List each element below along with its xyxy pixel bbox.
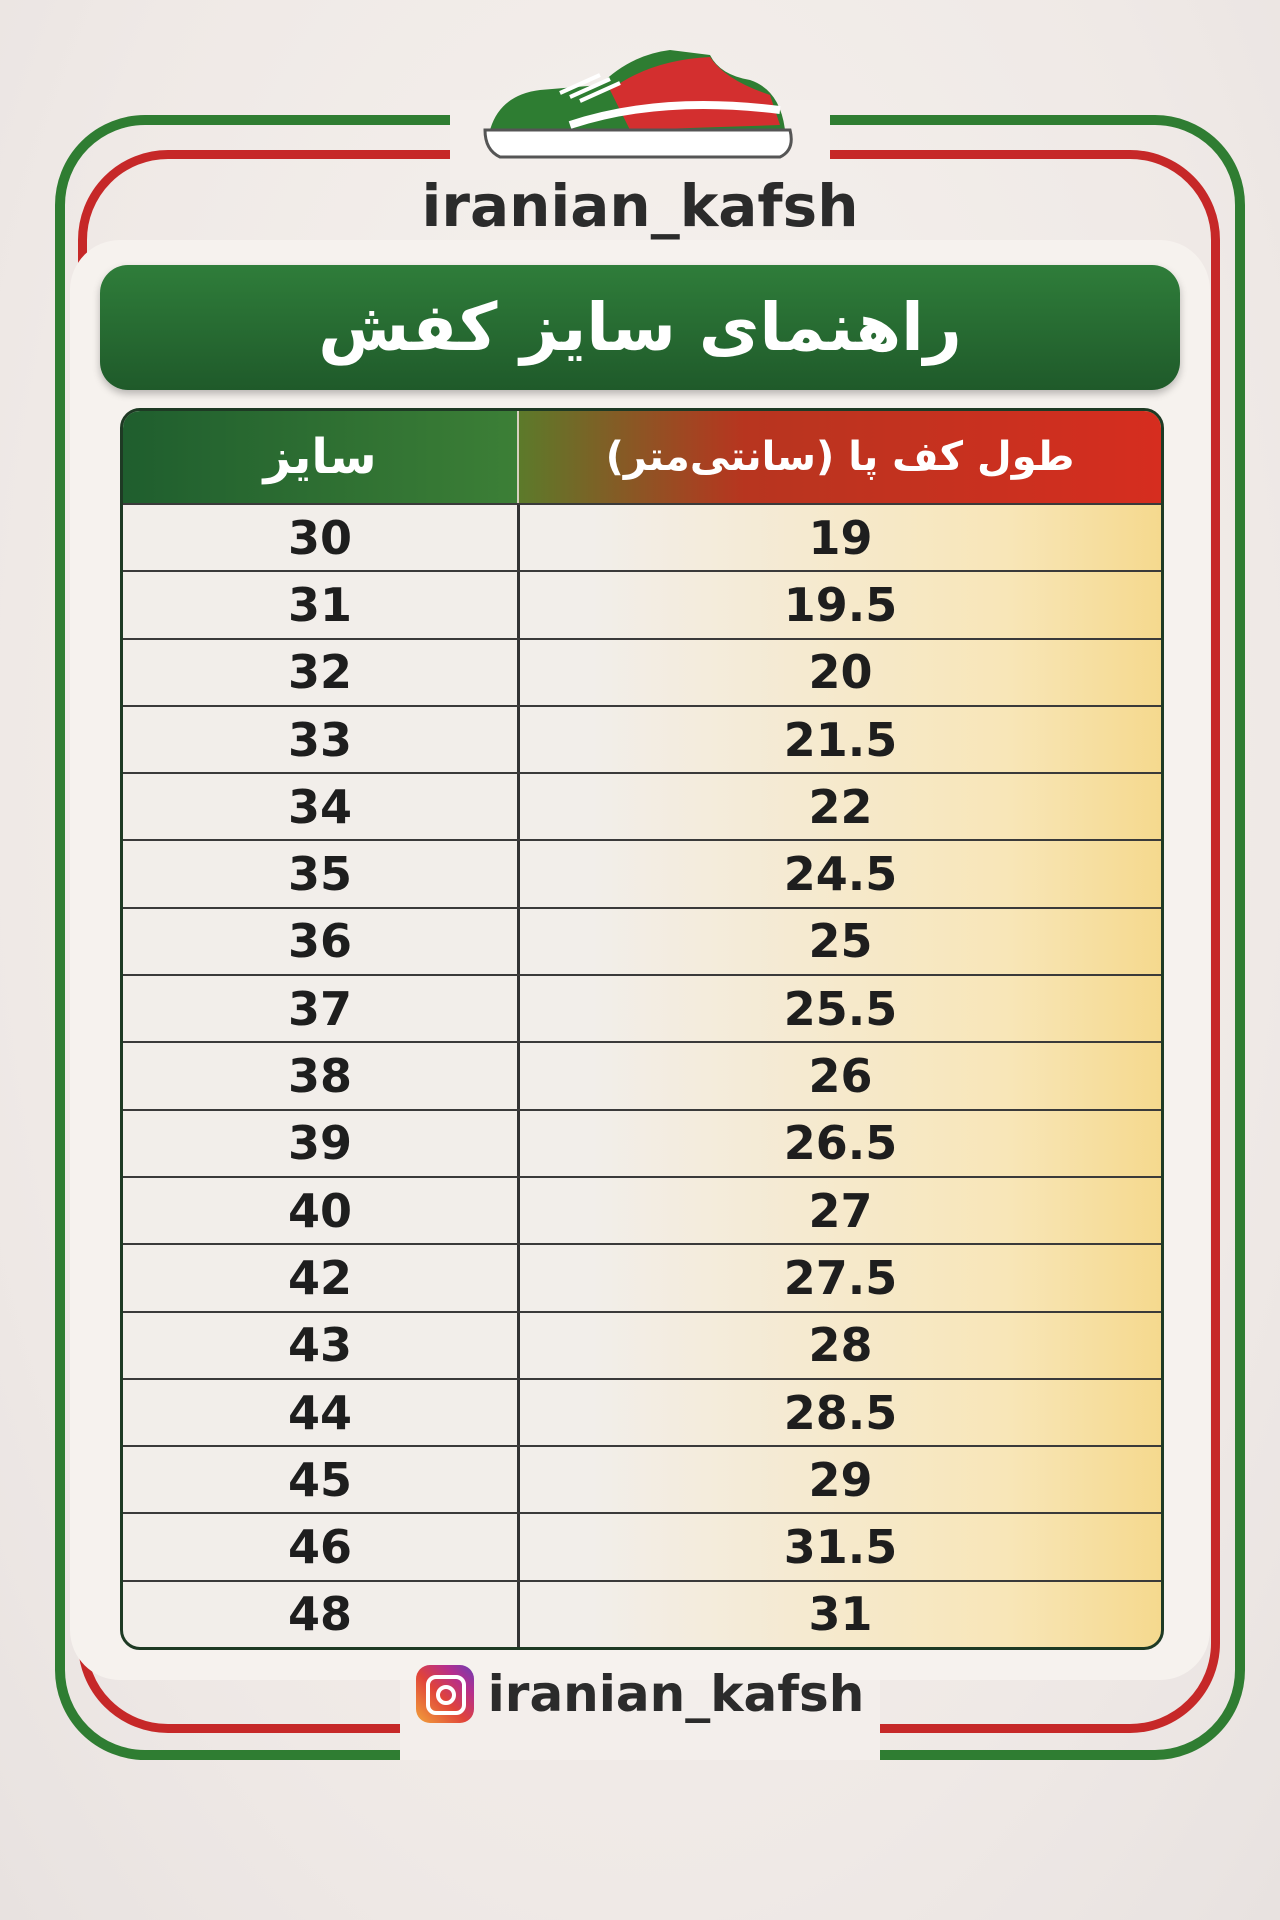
- table-row: 35 24.5: [123, 839, 1161, 907]
- table-row: 48 31: [123, 1579, 1161, 1647]
- cell-size: 44: [123, 1379, 520, 1446]
- table-row: 34 22: [123, 772, 1161, 840]
- footer: iranian_kafsh: [0, 1665, 1280, 1723]
- table-row: 30 19: [123, 503, 1161, 571]
- table-row: 39 26.5: [123, 1108, 1161, 1176]
- cell-length: 19.5: [783, 577, 898, 632]
- table-row: 31 19.5: [123, 570, 1161, 638]
- cell-length: 27: [808, 1183, 873, 1238]
- cell-size: 37: [123, 976, 520, 1042]
- cell-size: 39: [123, 1110, 520, 1176]
- cell-size: 46: [123, 1514, 520, 1580]
- header-size: سایز: [123, 411, 519, 503]
- cell-size: 35: [123, 841, 520, 907]
- cell-length: 28: [808, 1318, 873, 1373]
- cell-length: 27.5: [783, 1250, 898, 1305]
- cell-length: 26: [808, 1049, 873, 1104]
- cell-length: 21.5: [783, 712, 898, 767]
- cell-length: 31.5: [783, 1520, 898, 1575]
- page-title: راهنمای سایز کفش: [100, 265, 1180, 390]
- table-row: 46 31.5: [123, 1512, 1161, 1580]
- instagram-handle: iranian_kafsh: [487, 1665, 865, 1723]
- cell-length: 20: [808, 645, 873, 700]
- cell-length: 19: [808, 510, 873, 565]
- cell-size: 31: [123, 572, 520, 638]
- table-row: 40 27: [123, 1175, 1161, 1244]
- cell-length: 24.5: [783, 847, 898, 902]
- cell-size: 38: [123, 1043, 520, 1109]
- cell-size: 36: [123, 908, 520, 975]
- table-row: 33 21.5: [123, 704, 1161, 773]
- table-row: 38 26: [123, 1041, 1161, 1109]
- cell-size: 30: [123, 505, 520, 571]
- table-row: 43 28: [123, 1310, 1161, 1378]
- cell-size: 43: [123, 1312, 520, 1378]
- cell-size: 34: [123, 774, 520, 840]
- table-row: 44 28.5: [123, 1377, 1161, 1446]
- table-row: 45 29: [123, 1445, 1161, 1513]
- cell-size: 33: [123, 706, 520, 773]
- cell-size: 42: [123, 1245, 520, 1311]
- header-length: طول کف پا (سانتی‌متر): [519, 411, 1161, 503]
- table-body: 30 19 31 19.5 32 20 33 21.5 34 22 35 24.5 36 25 37 25.5…: [123, 503, 1161, 1647]
- cell-length: 25: [808, 914, 873, 969]
- cell-size: 40: [123, 1177, 520, 1244]
- cell-length: 28.5: [783, 1385, 898, 1440]
- size-table: سایز طول کف پا (سانتی‌متر) 30 19 31 19.5 32 2…: [120, 408, 1164, 1650]
- table-header: سایز طول کف پا (سانتی‌متر): [123, 411, 1161, 503]
- cell-size: 32: [123, 639, 520, 705]
- cell-size: 48: [123, 1581, 520, 1647]
- cell-length: 31: [808, 1587, 873, 1642]
- table-row: 32 20: [123, 637, 1161, 705]
- cell-length: 26.5: [783, 1116, 898, 1171]
- cell-length: 25.5: [783, 981, 898, 1036]
- cell-length: 29: [808, 1452, 873, 1507]
- instagram-icon: [415, 1665, 474, 1723]
- table-row: 37 25.5: [123, 974, 1161, 1042]
- cell-length: 22: [808, 779, 873, 834]
- table-row: 42 27.5: [123, 1243, 1161, 1311]
- shoe-icon: [483, 50, 793, 159]
- cell-size: 45: [123, 1447, 520, 1513]
- brand-name: iranian_kafsh: [421, 172, 859, 240]
- table-row: 36 25: [123, 906, 1161, 975]
